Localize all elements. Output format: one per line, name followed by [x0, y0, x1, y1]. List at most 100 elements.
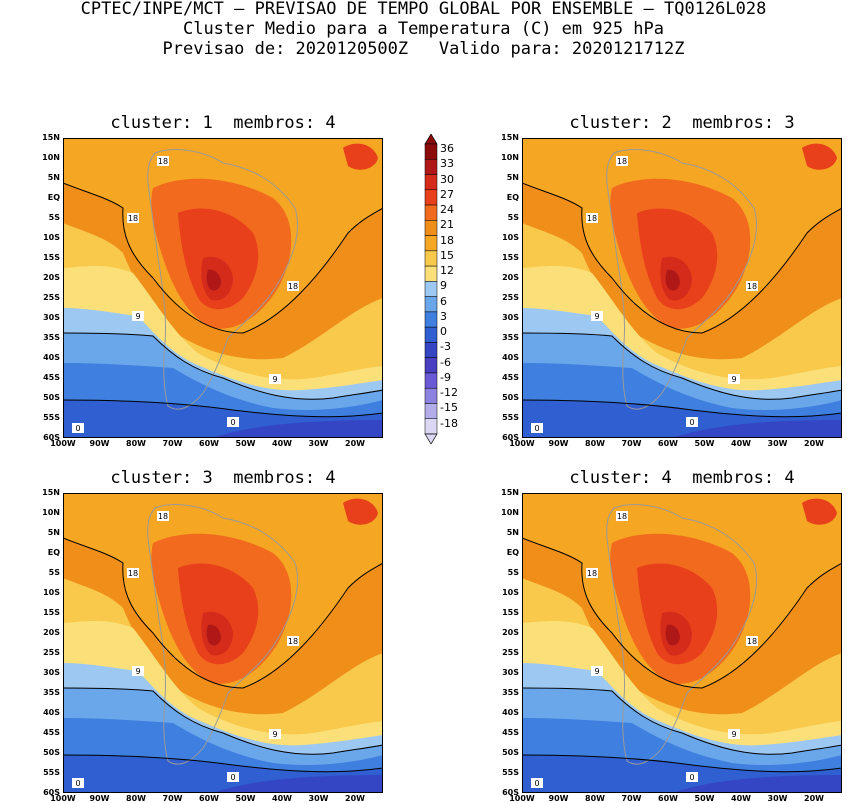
colorbar-label: 15 — [440, 248, 454, 262]
colorbar-swatch — [424, 204, 438, 221]
svg-text:9: 9 — [731, 375, 736, 384]
temperature-band — [665, 269, 680, 291]
svg-text:18: 18 — [288, 282, 298, 291]
contour-label: 18 — [586, 213, 598, 223]
latitude-tick-label: 20S — [502, 273, 519, 282]
latitude-tick-label: 30S — [502, 313, 519, 322]
svg-text:9: 9 — [135, 667, 140, 676]
colorbar-swatch — [424, 235, 438, 252]
map-canvas: 18 18 18 9 9 0 0 — [522, 138, 842, 438]
contour-label: 18 — [287, 281, 299, 291]
latitude-tick-label: 5S — [48, 213, 60, 222]
latitude-tick-label: 15S — [502, 608, 519, 617]
map-canvas: 18 18 18 9 9 0 0 — [522, 493, 842, 793]
contour-label: 18 — [746, 636, 758, 646]
figure-title-line-2: Cluster Medio para a Temperatura (C) em … — [182, 19, 665, 39]
longitude-tick-label: 40W — [731, 794, 751, 803]
svg-text:0: 0 — [230, 773, 235, 782]
longitude-tick-label: 80W — [585, 439, 605, 448]
longitude-tick-label: 60W — [658, 439, 678, 448]
temperature-band — [206, 269, 221, 291]
latitude-tick-label: 55S — [43, 768, 60, 777]
longitude-tick-label: 20W — [345, 794, 365, 803]
longitude-tick-label: 50W — [694, 439, 715, 448]
svg-text:18: 18 — [617, 157, 627, 166]
contour-label: 18 — [586, 568, 598, 578]
panel-title-cluster-1: cluster: 1 membros: 4 — [110, 113, 336, 133]
contour-label: 0 — [531, 423, 543, 433]
colorbar-label: 24 — [440, 203, 454, 217]
panel-title-cluster-2: cluster: 2 membros: 3 — [569, 113, 795, 133]
temperature-band — [213, 420, 383, 438]
latitude-tick-label: 50S — [43, 748, 60, 757]
coastline — [147, 504, 299, 765]
colorbar-label: -12 — [440, 386, 458, 400]
svg-text:0: 0 — [230, 418, 235, 427]
latitude-tick-label: 50S — [43, 393, 60, 402]
colorbar-swatch — [424, 281, 438, 297]
colorbar-swatch — [424, 311, 438, 328]
svg-text:18: 18 — [747, 637, 757, 646]
longitude-tick-label: 100W — [50, 439, 76, 448]
contour-line — [63, 687, 383, 755]
latitude-tick-label: 10S — [502, 233, 519, 242]
svg-text:0: 0 — [75, 779, 80, 788]
contour-label: 9 — [132, 311, 144, 321]
latitude-tick-label: 20S — [43, 628, 60, 637]
latitude-tick-label: 10N — [42, 508, 60, 517]
latitude-tick-label: 35S — [502, 688, 519, 697]
latitude-tick-label: 5S — [507, 213, 519, 222]
colorbar-label: 0 — [440, 325, 447, 339]
latitude-tick-label: 50S — [502, 748, 519, 757]
contour-line — [522, 182, 842, 334]
latitude-tick-label: 20S — [43, 273, 60, 282]
svg-text:9: 9 — [731, 730, 736, 739]
contour-label: 18 — [127, 568, 139, 578]
contour-label: 18 — [287, 636, 299, 646]
latitude-tick-label: 45S — [502, 373, 519, 382]
map-panel-cluster-2: 18 18 18 9 9 0 0 — [522, 138, 842, 438]
longitude-tick-label: 50W — [694, 794, 715, 803]
figure-title-line-3: Previsao de: 2020120500Z Valido para: 20… — [162, 39, 685, 59]
longitude-tick-label: 80W — [585, 794, 605, 803]
svg-text:0: 0 — [689, 418, 694, 427]
map-canvas: 18 18 18 9 9 0 0 — [63, 493, 383, 793]
longitude-tick-label: 100W — [50, 794, 76, 803]
latitude-tick-label: 40S — [43, 708, 60, 717]
colorbar-label: 12 — [440, 264, 454, 278]
latitude-tick-label: 45S — [43, 728, 60, 737]
longitude-tick-label: 90W — [89, 794, 110, 803]
colorbar-label: 33 — [440, 157, 454, 171]
longitude-tick-label: 20W — [804, 439, 824, 448]
contour-line — [63, 332, 383, 400]
latitude-tick-label: 10S — [43, 588, 60, 597]
latitude-tick-label: 50S — [502, 393, 519, 402]
map-panel-cluster-1: 18 18 18 9 9 0 0 — [63, 138, 383, 438]
colorbar-label: -6 — [440, 355, 451, 369]
svg-text:0: 0 — [534, 779, 539, 788]
svg-text:0: 0 — [689, 773, 694, 782]
svg-text:9: 9 — [594, 312, 599, 321]
panel-title-cluster-4: cluster: 4 membros: 4 — [569, 468, 795, 488]
longitude-tick-label: 90W — [89, 439, 110, 448]
longitude-tick-label: 70W — [162, 439, 183, 448]
latitude-tick-label: 30S — [43, 313, 60, 322]
svg-text:18: 18 — [158, 157, 168, 166]
contour-line — [522, 399, 842, 418]
longitude-tick-label: 100W — [509, 439, 535, 448]
latitude-tick-label: 45S — [502, 728, 519, 737]
colorbar-label: -15 — [440, 401, 458, 415]
map-frame — [63, 493, 383, 793]
contour-label: 9 — [269, 374, 281, 384]
contour-label: 0 — [531, 778, 543, 788]
latitude-tick-label: 15S — [502, 253, 519, 262]
colorbar-swatch — [424, 220, 438, 236]
temperature-band — [802, 498, 837, 525]
svg-text:18: 18 — [587, 569, 597, 578]
temperature-band — [665, 624, 680, 646]
contour-label: 0 — [686, 417, 698, 427]
map-frame — [63, 138, 383, 438]
latitude-tick-label: 15N — [42, 133, 60, 142]
coastline — [606, 149, 758, 410]
coastline — [606, 504, 758, 765]
